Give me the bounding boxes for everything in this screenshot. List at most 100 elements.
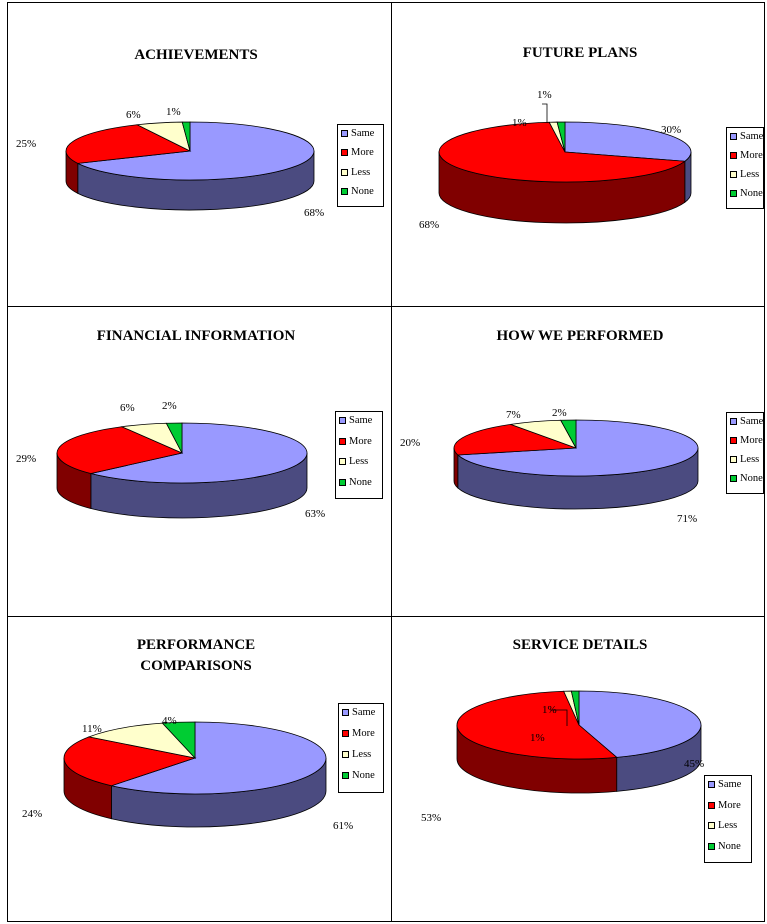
data-label-more: 68% [419, 219, 439, 231]
data-label-less: 1% [537, 89, 552, 101]
pie-chart: 71% 20% 7% 2% [400, 407, 699, 525]
data-label-same: 68% [304, 207, 324, 219]
legend-label: More [352, 728, 375, 739]
chart-title: SERVICE DETAILS [512, 637, 648, 653]
legend-swatch-none [342, 772, 349, 779]
data-label-less: 6% [120, 402, 135, 414]
data-label-more: 29% [16, 453, 36, 465]
legend-label: None [718, 840, 741, 852]
data-label-same: 71% [677, 513, 697, 525]
legend-swatch-more [730, 437, 737, 444]
chart-future-plans: FUTURE PLANS 30% 68% 1% 1% Same More Less None [392, 3, 767, 305]
data-label-less: 1% [542, 704, 557, 716]
legend-swatch-less [342, 751, 349, 758]
data-label-none: 2% [162, 400, 177, 412]
legend-label: More [351, 147, 374, 159]
chart-legend: Same More Less None [335, 411, 383, 499]
legend-label: Less [351, 166, 371, 178]
data-label-more: 20% [400, 437, 420, 449]
pie-slice-none [560, 419, 577, 449]
chart-legend: Same More Less None [338, 703, 384, 793]
pie-slice-none [161, 721, 196, 760]
legend-swatch-same [730, 418, 737, 425]
pie-slice-none [165, 422, 183, 454]
data-label-more: 25% [16, 138, 36, 150]
legend-swatch-less [730, 456, 737, 463]
pie-slice-more [453, 423, 577, 456]
chart-performance-comparisons: PERFORMANCE COMPARISONS 61% 24% 11% 4% Same… [8, 615, 384, 921]
legend-swatch-less [708, 822, 715, 829]
leader-line [550, 709, 568, 726]
legend-swatch-less [341, 168, 348, 176]
pie-slice-none [181, 121, 191, 152]
pie-slice-none [570, 690, 580, 726]
legend-swatch-none [341, 187, 348, 195]
pie-slice-none [556, 121, 566, 153]
pie-slice-same [110, 721, 327, 795]
pie-slice-same [90, 422, 308, 484]
legend-label: None [740, 473, 763, 484]
data-label-none: 1% [530, 732, 545, 744]
legend-swatch-none [730, 475, 737, 482]
chart-grid [7, 2, 765, 922]
legend-swatch-more [339, 437, 346, 445]
data-label-more: 24% [22, 808, 42, 820]
legend-swatch-none [730, 190, 737, 197]
data-label-more: 53% [421, 812, 441, 824]
chart-title: PERFORMANCE COMPARISONS [8, 635, 384, 677]
pie-slice-same [456, 419, 699, 477]
chart-legend: Same More Less None [704, 775, 752, 863]
legend-swatch-same [339, 417, 346, 424]
pie-slice-more [63, 736, 197, 787]
pie-chart: 63% 29% 6% 2% [16, 400, 325, 520]
pie-chart: 61% 24% 11% 4% [22, 715, 353, 832]
legend-label: Same [740, 416, 764, 427]
chart-title-line-1: PERFORMANCE [136, 637, 256, 653]
pie-slice-same [578, 690, 702, 758]
data-label-same: 63% [305, 508, 325, 520]
data-label-none: 2% [552, 407, 567, 419]
chart-legend: Same More Less None [726, 412, 764, 494]
data-label-none: 1% [512, 117, 527, 129]
legend-swatch-more [730, 152, 737, 159]
legend-label: Less [718, 820, 738, 831]
legend-label: None [349, 476, 372, 488]
chart-legend: Same More Less None [726, 127, 764, 209]
pie-slice-more [65, 124, 192, 164]
legend-label: None [352, 770, 375, 781]
legend-label: Less [352, 749, 372, 760]
legend-swatch-same [341, 130, 348, 137]
chart-title: FINANCIAL INFORMATION [96, 328, 296, 344]
legend-label: None [351, 185, 374, 197]
chart-financial-information: FINANCIAL INFORMATION 63% 29% 6% 2% Same Mor… [8, 305, 384, 615]
data-label-none: 4% [162, 715, 177, 727]
data-label-less: 6% [126, 109, 141, 121]
pie-slice-more [438, 121, 686, 183]
legend-label: More [740, 435, 763, 446]
pie-slice-same [564, 121, 692, 162]
legend-swatch-same [730, 133, 737, 140]
legend-swatch-none [339, 478, 346, 486]
legend-label: More [718, 799, 741, 811]
legend-label: More [740, 150, 763, 161]
pie-slice-more [456, 690, 618, 760]
data-label-less: 7% [506, 409, 521, 421]
chart-title: ACHIEVEMENTS [134, 47, 258, 63]
legend-label: Same [740, 131, 764, 142]
legend-label: Same [718, 779, 742, 790]
legend-swatch-same [342, 709, 349, 716]
grid-divider-vertical [391, 3, 392, 921]
chart-title: FUTURE PLANS [522, 45, 638, 61]
chart-service-details: SERVICE DETAILS 45% 53% 1% 1% Same More Less N… [392, 615, 767, 921]
data-label-less: 11% [82, 723, 102, 735]
pie-chart: 30% 68% 1% 1% [419, 89, 692, 231]
chart-legend: Same More Less None [337, 124, 384, 207]
legend-swatch-less [339, 458, 346, 465]
pie-slice-less [87, 722, 197, 759]
legend-label: Same [352, 707, 376, 718]
pie-chart: 68% 25% 6% 1% [16, 106, 324, 219]
legend-label: Same [349, 415, 373, 426]
legend-label: More [349, 435, 372, 447]
chart-achievements: ACHIEVEMENTS 68% 25% 6% 1% Same More Less None [8, 3, 384, 305]
chart-title: HOW WE PERFORMED [496, 328, 664, 344]
